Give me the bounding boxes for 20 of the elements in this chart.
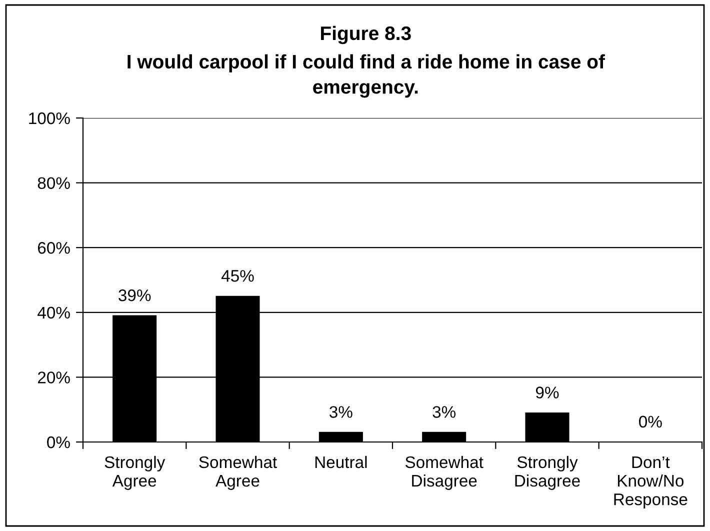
chart-subtitle: I would carpool if I could find a ride home in case of emergency. xyxy=(128,54,606,98)
x-tick-label: Strongly Disagree xyxy=(515,456,580,490)
x-tick-label: Somewhat Agree xyxy=(199,456,277,490)
y-tick-label: 40% xyxy=(38,306,70,319)
y-tick-label: 80% xyxy=(38,177,70,190)
y-tick-label: 0% xyxy=(47,436,70,448)
data-label: 3% xyxy=(432,406,456,418)
chart-title: Figure 8.3 xyxy=(321,26,411,44)
y-tick-label: 60% xyxy=(38,242,70,254)
data-label: 9% xyxy=(536,386,559,398)
y-tick-label: 100% xyxy=(29,112,70,124)
x-tick-label: Neutral xyxy=(315,456,367,468)
data-label: 0% xyxy=(639,416,662,428)
x-tick-label: Don’t Know/No Response xyxy=(614,456,688,509)
data-label: 3% xyxy=(330,406,352,418)
x-tick-label: Somewhat Disagree xyxy=(405,456,484,490)
x-tick-label: Strongly Agree xyxy=(104,456,166,490)
data-label: 39% xyxy=(118,289,151,302)
y-tick-label: 20% xyxy=(38,372,70,384)
data-label: 45% xyxy=(221,270,254,282)
